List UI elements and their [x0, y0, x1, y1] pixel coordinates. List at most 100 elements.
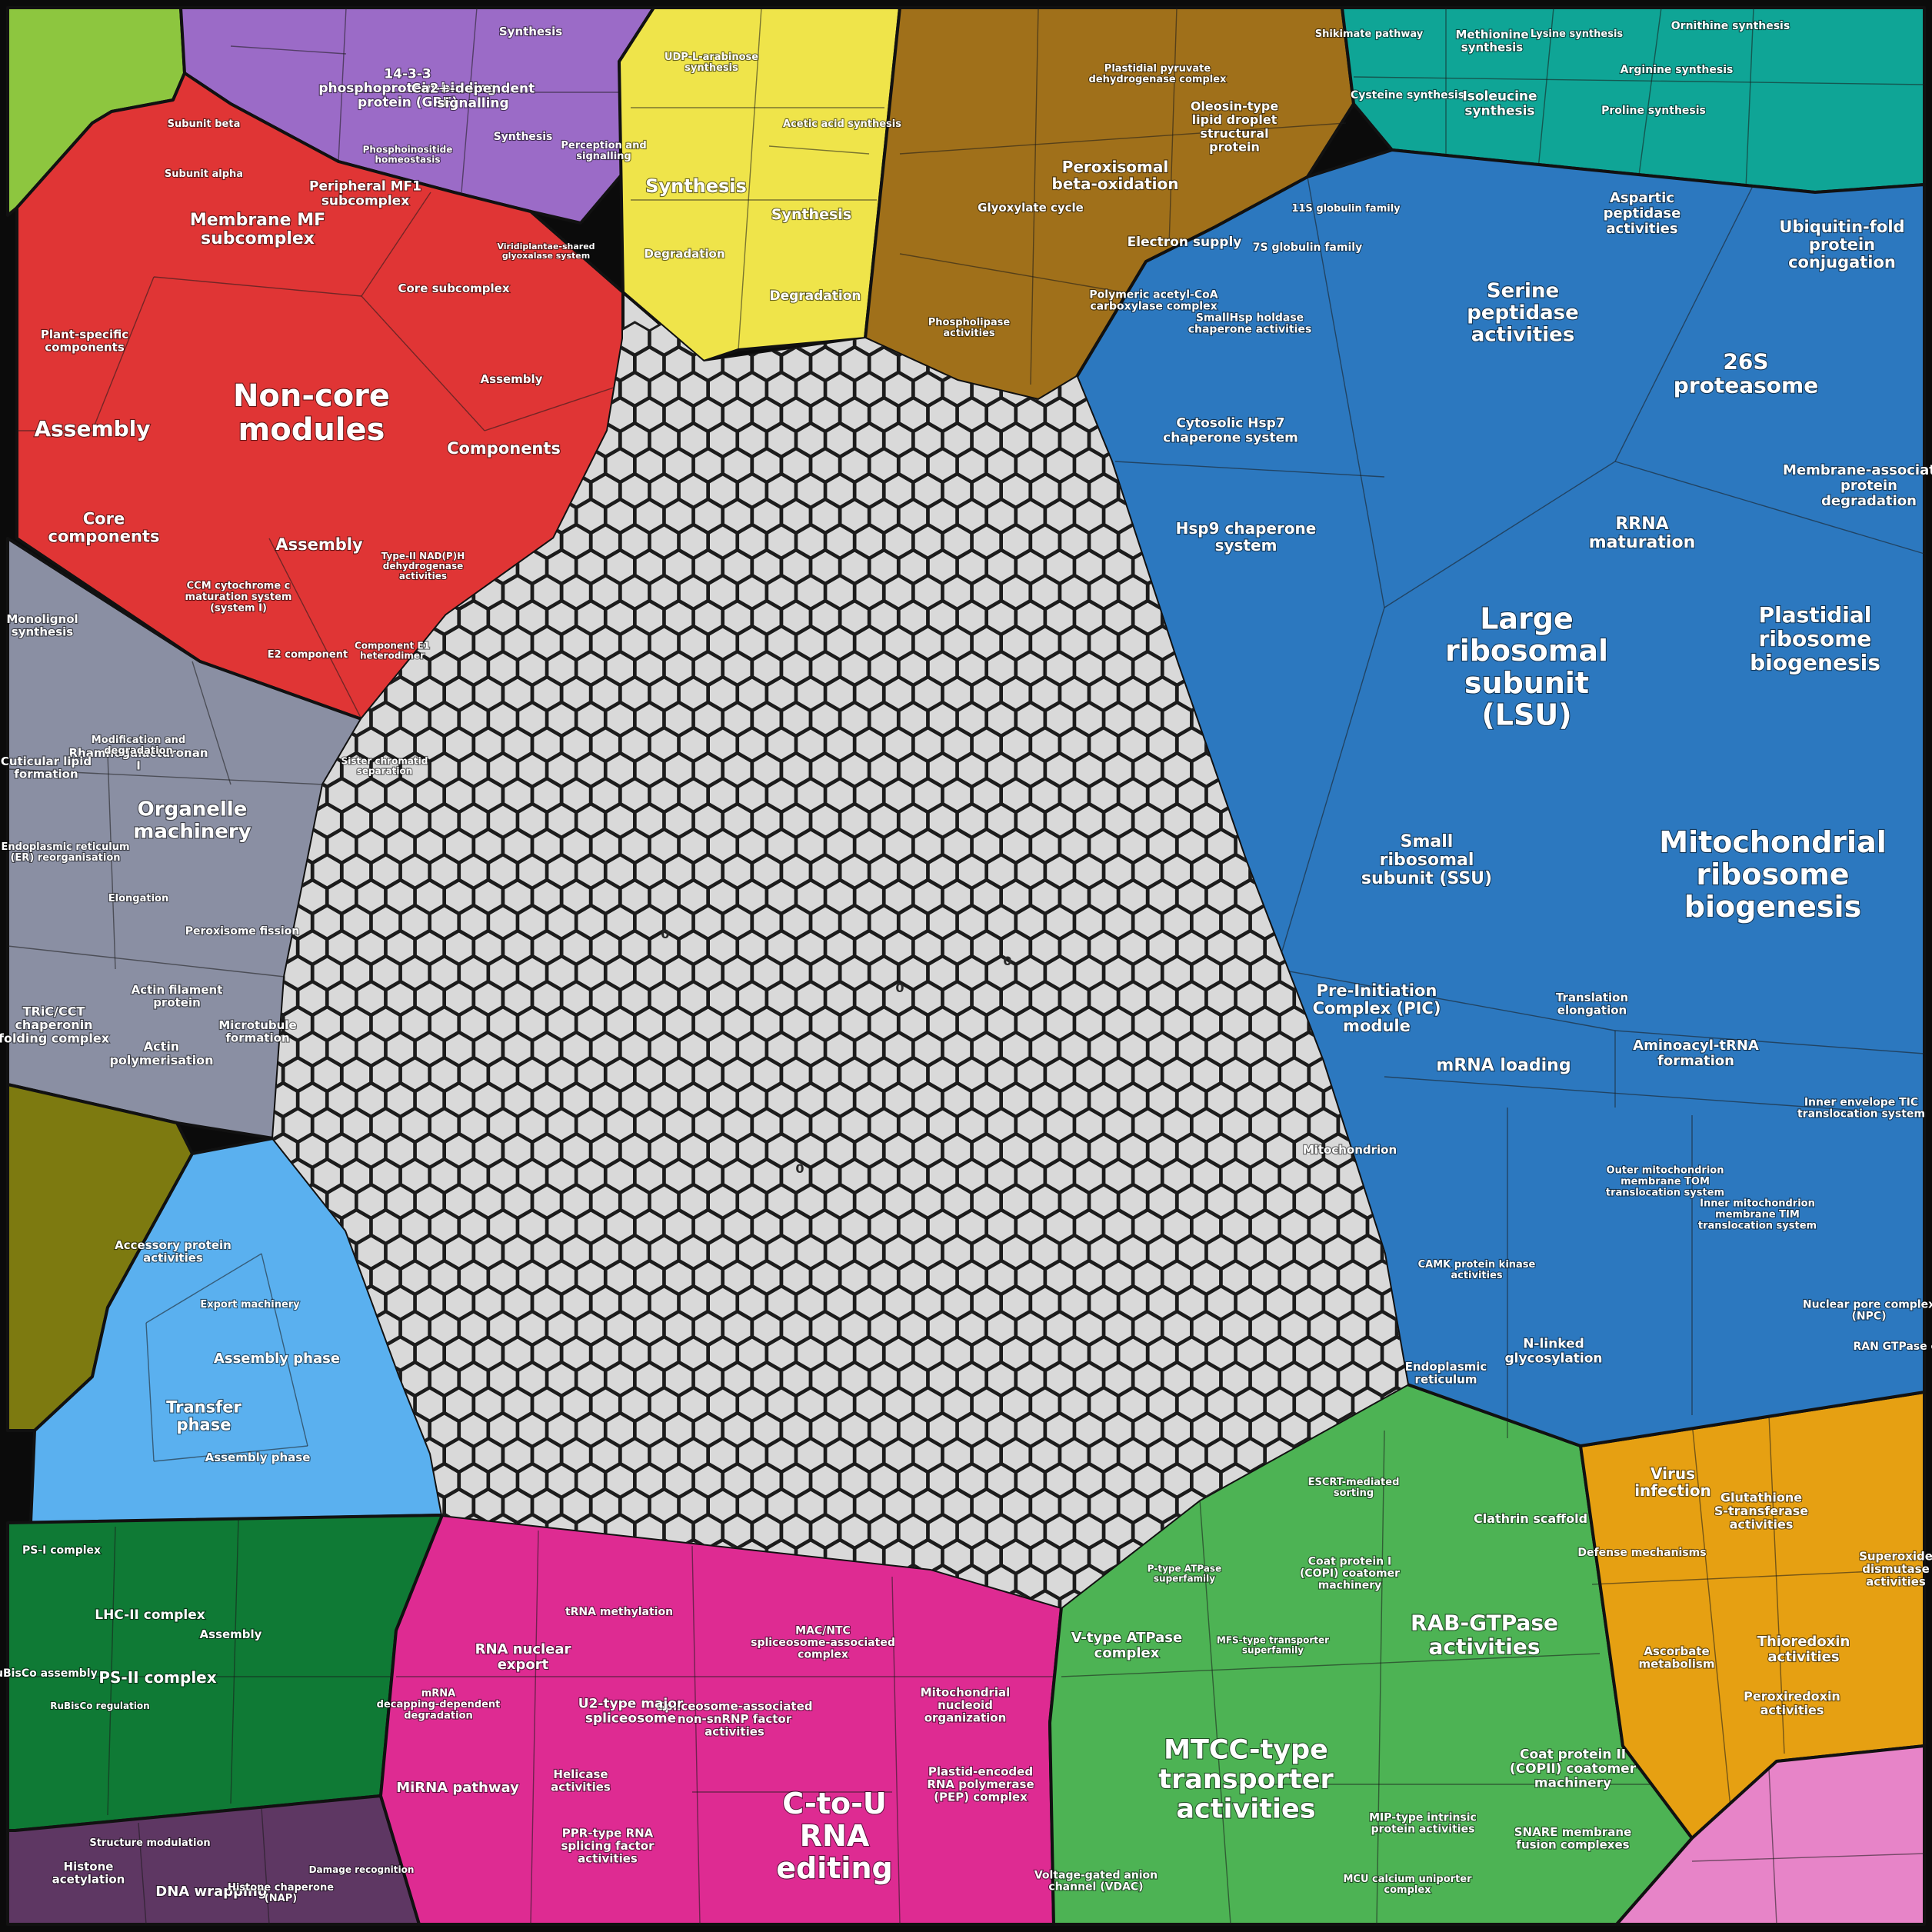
hex-cell	[1044, 904, 1075, 940]
hex-cell	[1059, 930, 1090, 965]
hex-cell	[1337, 1361, 1368, 1397]
hex-cell	[722, 1361, 753, 1397]
hex-cell	[912, 1336, 944, 1371]
hex-cell	[898, 1412, 929, 1447]
hex-cell	[1103, 1108, 1134, 1143]
hex-cell	[297, 981, 328, 1016]
subcell-border	[1199, 1499, 1231, 1925]
hex-cell	[941, 981, 973, 1016]
subcell-border	[1276, 968, 1616, 1031]
hex-cell	[971, 1336, 1002, 1371]
hex-cell	[810, 1209, 841, 1244]
hex-cell	[1074, 1514, 1104, 1549]
hex-cell	[883, 1387, 914, 1422]
hex-cell	[663, 651, 695, 686]
hex-cell	[868, 1311, 899, 1346]
hex-cell	[575, 651, 606, 686]
hex-cell	[414, 1082, 445, 1118]
hex-cell	[898, 1108, 929, 1143]
hex-cell	[1249, 1260, 1281, 1295]
cell-label: Serine peptidase activities	[1467, 279, 1578, 346]
cell-label: RAN GTPase cycle	[1853, 1341, 1932, 1353]
hex-cell	[854, 473, 884, 508]
hex-cell	[561, 727, 591, 762]
hex-cell	[941, 1437, 973, 1473]
hex-cell	[634, 1108, 665, 1143]
hex-cell	[883, 879, 914, 914]
hex-cell	[575, 498, 606, 534]
hex-cell	[458, 955, 489, 991]
hex-cell	[692, 1057, 724, 1092]
hex-cell	[1118, 1031, 1148, 1067]
hex-cell	[737, 1387, 768, 1422]
cell-label: Organelle machinery	[133, 798, 251, 844]
hex-cell	[399, 1057, 431, 1092]
hex-cell	[1147, 676, 1178, 711]
hex-cell	[1001, 422, 1031, 458]
cell-label: UDP-L-arabinose synthesis	[665, 52, 758, 74]
hex-cell	[1205, 1234, 1237, 1270]
hex-cell	[810, 752, 841, 788]
hex-cell	[722, 1057, 753, 1092]
hex-cell	[898, 498, 929, 534]
hex-cell	[605, 904, 635, 940]
hex-cell	[663, 1412, 695, 1447]
hex-cell	[575, 701, 606, 737]
hex-cell	[444, 1285, 475, 1321]
hex-cell	[941, 1031, 973, 1067]
hex-cell	[355, 930, 387, 965]
hex-cell	[766, 575, 797, 610]
cell-label: Rhamnogalacturonan I	[68, 746, 208, 773]
hex-cell	[1001, 1031, 1031, 1067]
hex-cell	[634, 955, 665, 991]
hex-cell	[1015, 1006, 1046, 1041]
subcell-border	[261, 1807, 270, 1925]
hex-cell	[971, 1488, 1002, 1524]
subcell-border	[768, 145, 870, 155]
hex-cell	[912, 981, 944, 1016]
hex-cell	[854, 1437, 884, 1473]
subcell-border	[230, 1518, 239, 1804]
hex-cell	[1191, 1361, 1222, 1397]
hex-cell	[619, 473, 651, 508]
hex-cell	[1103, 1006, 1134, 1041]
hex-cell	[1088, 1285, 1119, 1321]
hex-cell	[824, 1437, 855, 1473]
hex-cell	[1074, 1361, 1104, 1397]
cell-label: Transfer phase	[166, 1397, 242, 1434]
hex-cell	[1030, 575, 1061, 610]
hex-cell	[1264, 981, 1295, 1016]
hex-cell	[678, 1285, 709, 1321]
cell-label: RuBisCo assembly	[0, 1667, 98, 1680]
hex-cell	[473, 778, 504, 813]
hex-cell	[575, 549, 606, 585]
cell-label: U2-type major spliceosome	[578, 1697, 684, 1727]
hex-cell	[971, 625, 1002, 661]
hex-cell	[912, 371, 944, 407]
hex-cell	[956, 1514, 988, 1549]
hex-cell	[399, 854, 431, 889]
cell-label: Cuticular lipid formation	[1, 754, 92, 781]
hex-cell	[1118, 778, 1148, 813]
hex-cell	[883, 422, 914, 458]
hex-cell	[1249, 1057, 1281, 1092]
hex-cell	[1132, 600, 1163, 635]
hex-cell	[561, 828, 591, 864]
hex-cell	[839, 701, 870, 737]
hex-cell	[722, 1514, 753, 1549]
cell-label: Acetic acid synthesis	[783, 118, 901, 130]
cell-label: Translation elongation	[1556, 991, 1628, 1018]
hex-cell	[678, 981, 709, 1016]
subcell-border	[1691, 1422, 1731, 1808]
hex-cell	[854, 1133, 884, 1168]
hex-cell	[458, 1463, 489, 1498]
hex-cell	[1191, 1006, 1222, 1041]
hex-cell	[488, 955, 518, 991]
hex-cell	[1074, 600, 1104, 635]
hex-cell	[517, 1057, 548, 1092]
hex-cell	[692, 397, 724, 432]
hex-cell	[1001, 1184, 1031, 1219]
hex-cell	[590, 1387, 621, 1422]
hex-cell	[605, 1463, 635, 1498]
hex-cell	[502, 1184, 533, 1219]
